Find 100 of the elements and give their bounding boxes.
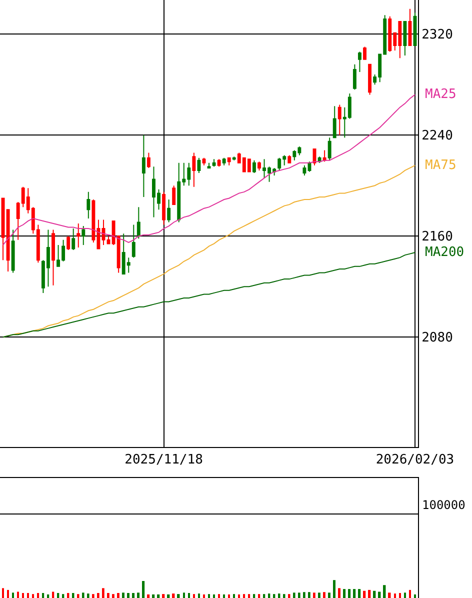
candlestick <box>368 64 372 96</box>
bar <box>62 594 64 598</box>
bar <box>92 594 94 598</box>
bar <box>112 594 114 598</box>
bar <box>117 592 120 598</box>
bar <box>263 594 266 598</box>
bar <box>333 580 336 598</box>
bar <box>17 592 19 598</box>
bar <box>328 592 330 598</box>
candlestick <box>146 152 150 168</box>
candlestick <box>328 137 332 161</box>
bar <box>323 592 326 598</box>
bar <box>208 594 210 598</box>
bar <box>383 585 386 598</box>
candlestick <box>408 8 412 46</box>
bar <box>67 592 70 598</box>
bar <box>353 589 356 598</box>
bar <box>157 594 160 598</box>
text: 100000 <box>422 498 466 512</box>
bar <box>188 592 190 598</box>
bar <box>77 594 80 598</box>
bar <box>167 594 170 598</box>
candlestick <box>11 229 15 274</box>
candlestick <box>302 164 306 176</box>
bar <box>203 594 205 598</box>
candlestick <box>167 199 171 223</box>
bar <box>409 590 411 598</box>
candlestick <box>142 134 146 198</box>
bar <box>193 594 195 598</box>
candlestick <box>192 152 196 188</box>
bar <box>172 594 175 598</box>
bar <box>122 592 124 598</box>
series-label: MA25 <box>425 87 456 102</box>
bar <box>399 592 401 598</box>
bar <box>152 594 155 598</box>
bar <box>97 592 100 598</box>
bar <box>137 592 140 598</box>
bar <box>147 594 150 598</box>
bar <box>228 594 230 598</box>
candlestick <box>358 51 362 72</box>
candlestick <box>227 157 231 166</box>
series-label: MA75 <box>425 158 456 173</box>
candlestick <box>363 46 366 60</box>
bar <box>37 592 40 598</box>
candlestick <box>332 106 336 138</box>
candlestick <box>212 158 216 168</box>
bar <box>363 590 366 598</box>
candlestick <box>72 228 76 251</box>
y-tick-label: 2320 <box>422 28 453 43</box>
bar <box>223 594 225 598</box>
bar <box>303 592 306 598</box>
bar <box>32 594 34 598</box>
candlestick <box>322 150 326 162</box>
bar <box>213 594 215 598</box>
bar <box>348 589 351 598</box>
bar <box>253 594 256 598</box>
candlestick <box>207 162 211 168</box>
bar <box>57 592 60 598</box>
bar <box>12 592 14 598</box>
candlestick <box>217 158 221 168</box>
candlestick <box>222 157 226 166</box>
bar <box>177 594 180 598</box>
bar <box>198 594 200 598</box>
candlestick <box>202 157 206 166</box>
bar <box>248 594 250 598</box>
y-tick-label: 2240 <box>422 128 453 144</box>
bar <box>52 592 54 598</box>
y-tick-label: 2160 <box>422 230 453 245</box>
candlestick <box>76 223 80 248</box>
bar <box>2 588 4 598</box>
bar <box>238 594 240 598</box>
candlestick <box>102 219 106 246</box>
bar <box>318 592 320 598</box>
bar <box>404 592 406 598</box>
candlestick <box>258 161 261 171</box>
candlestick <box>403 20 407 56</box>
candlestick <box>232 156 236 161</box>
bar <box>378 592 381 598</box>
bar <box>313 592 316 598</box>
bar <box>107 592 110 598</box>
bar <box>142 580 145 598</box>
y-tick-label: 2080 <box>422 330 453 346</box>
candlestick <box>162 191 166 226</box>
bar <box>293 592 296 598</box>
candlestick <box>172 185 176 206</box>
bar <box>268 594 270 598</box>
series-label: MA200 <box>425 245 464 260</box>
bar <box>394 594 396 598</box>
bar <box>127 592 130 598</box>
candlestick <box>52 229 55 286</box>
bar <box>388 592 391 598</box>
x-tick-label: 2026/02/03 <box>376 452 454 468</box>
candlestick <box>252 160 256 174</box>
line-series <box>2 252 416 338</box>
bar <box>42 592 44 598</box>
candlestick <box>338 104 342 136</box>
bar <box>87 594 90 598</box>
bar <box>298 592 300 598</box>
candlestick <box>136 206 140 240</box>
candlestick <box>352 64 356 90</box>
